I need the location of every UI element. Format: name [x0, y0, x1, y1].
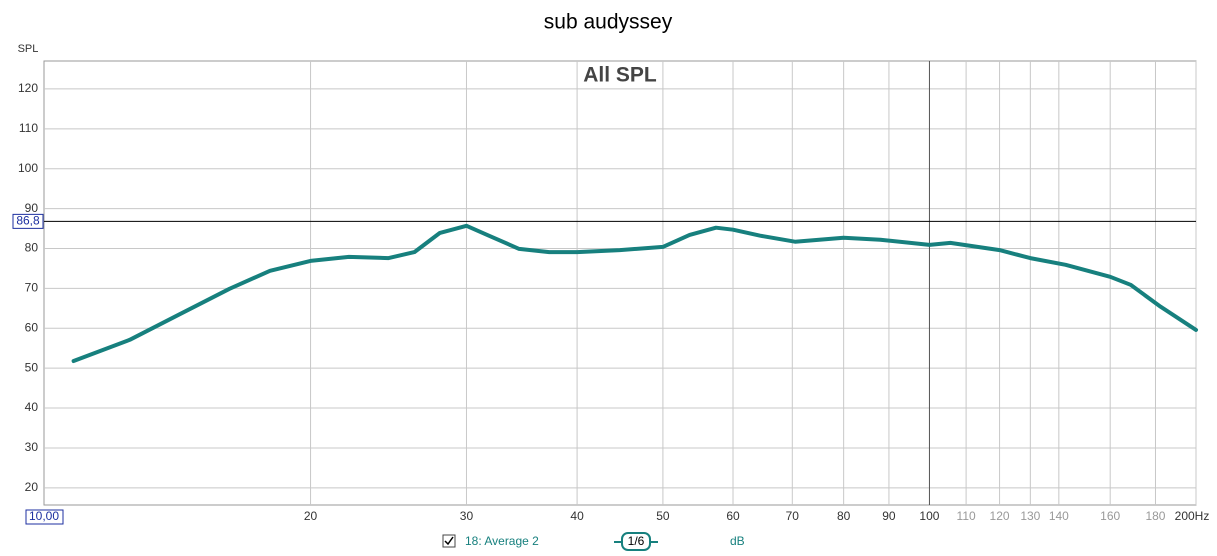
- y-tick-label: 60: [25, 320, 39, 334]
- x-tick-label: 50: [656, 509, 670, 523]
- x-tick-label: 60: [726, 509, 740, 523]
- y-tick-label: 70: [25, 281, 39, 295]
- x-tick-label: 70: [786, 509, 800, 523]
- x-tick-label: 30: [460, 509, 474, 523]
- y-tick-label: 110: [19, 121, 38, 135]
- units-label: dB: [730, 534, 745, 548]
- x-tick-label: 200Hz: [1175, 509, 1210, 523]
- cursor-x-box: [25, 509, 64, 525]
- plot-title: All SPL: [583, 64, 657, 87]
- y-tick-label: 120: [18, 81, 38, 95]
- chart-title: sub audyssey: [544, 11, 673, 34]
- x-tick-label: 20: [304, 509, 318, 523]
- y-tick-label: 30: [25, 440, 39, 454]
- legend-checkbox[interactable]: [442, 534, 456, 548]
- smoothing-label: 1/6: [628, 534, 645, 548]
- grid: [44, 61, 1197, 505]
- cursor-y-label: 86,8: [16, 214, 40, 228]
- y-tick-label: 80: [25, 241, 39, 255]
- x-tick-label: 100: [919, 509, 939, 523]
- x-tick-label: 90: [882, 509, 896, 523]
- y-tick-label: 40: [25, 400, 39, 414]
- plot-area: [43, 60, 1197, 506]
- x-tick-label: 40: [570, 509, 584, 523]
- x-tick-label: 180: [1145, 509, 1165, 523]
- y-tick-label: 50: [25, 360, 39, 374]
- legend-label: 18: Average 2: [465, 534, 539, 548]
- x-tick-label: 130: [1020, 509, 1040, 523]
- check-mark: [444, 536, 454, 546]
- x-tick-label: 160: [1100, 509, 1120, 523]
- cursor-x-label: 10,00: [29, 509, 59, 523]
- y-tick-label: 20: [25, 480, 39, 494]
- y-tick-label: 100: [18, 161, 38, 175]
- y-tick-label: 90: [25, 201, 39, 215]
- y-axis-label: SPL: [18, 43, 39, 55]
- x-tick-label: 110: [957, 509, 976, 523]
- x-tick-label: 80: [837, 509, 851, 523]
- x-tick-label: 120: [990, 509, 1010, 523]
- x-tick-label: 140: [1049, 509, 1069, 523]
- cursor-y-box: [12, 213, 44, 229]
- series-line: [71, 223, 1198, 363]
